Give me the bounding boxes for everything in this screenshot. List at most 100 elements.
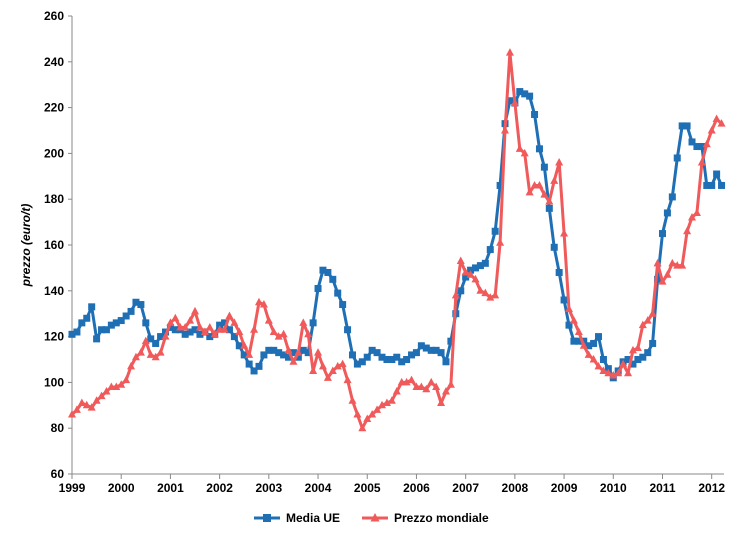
data-point bbox=[510, 98, 519, 107]
data-point bbox=[629, 360, 637, 368]
data-point bbox=[225, 326, 233, 334]
data-point bbox=[151, 352, 160, 361]
data-point bbox=[240, 341, 249, 349]
x-tick-label: 2006 bbox=[403, 481, 430, 495]
data-point bbox=[304, 349, 312, 357]
data-point bbox=[535, 180, 544, 189]
data-point bbox=[638, 320, 647, 329]
data-point bbox=[476, 262, 484, 270]
data-point bbox=[146, 350, 155, 358]
data-point bbox=[200, 327, 209, 336]
legend-label: Prezzo mondiale bbox=[394, 511, 489, 525]
x-tick-label: 2004 bbox=[305, 481, 332, 495]
data-point bbox=[707, 126, 716, 134]
data-point bbox=[432, 382, 441, 390]
data-point bbox=[569, 316, 578, 324]
data-point bbox=[93, 335, 101, 343]
data-point bbox=[329, 275, 337, 283]
data-point bbox=[654, 275, 662, 283]
data-point bbox=[294, 353, 302, 361]
data-point bbox=[624, 356, 632, 363]
data-point bbox=[285, 353, 293, 361]
data-point bbox=[633, 343, 642, 352]
data-point bbox=[284, 345, 293, 354]
data-point bbox=[545, 204, 553, 212]
data-point bbox=[456, 256, 465, 265]
y-tick-label: 160 bbox=[44, 238, 64, 252]
data-point bbox=[72, 405, 81, 413]
data-point bbox=[304, 329, 313, 338]
data-point bbox=[451, 290, 460, 299]
data-point bbox=[191, 306, 200, 315]
data-point bbox=[545, 196, 554, 205]
data-point bbox=[206, 333, 214, 341]
legend-marker bbox=[263, 514, 271, 522]
data-point bbox=[437, 398, 446, 407]
data-point bbox=[437, 349, 445, 357]
data-point bbox=[314, 285, 322, 293]
data-point bbox=[692, 208, 701, 216]
data-point bbox=[230, 318, 239, 326]
data-point bbox=[693, 143, 701, 151]
data-point bbox=[83, 314, 91, 322]
y-tick-label: 220 bbox=[44, 101, 64, 115]
data-point bbox=[604, 368, 613, 377]
data-point bbox=[157, 333, 165, 341]
data-point bbox=[102, 326, 110, 334]
data-point bbox=[299, 346, 307, 354]
data-point bbox=[240, 351, 248, 359]
data-point bbox=[688, 138, 696, 146]
data-point bbox=[422, 344, 430, 352]
data-point bbox=[525, 187, 534, 196]
data-point bbox=[196, 330, 204, 338]
x-tick-label: 2011 bbox=[649, 481, 675, 495]
data-point bbox=[353, 409, 362, 418]
data-point bbox=[683, 122, 691, 130]
data-point bbox=[279, 329, 288, 338]
data-point bbox=[309, 366, 318, 374]
data-point bbox=[122, 312, 130, 320]
x-tick-label: 2005 bbox=[354, 481, 381, 495]
data-point bbox=[78, 319, 86, 327]
data-point bbox=[235, 342, 243, 350]
data-point bbox=[344, 326, 352, 334]
data-point bbox=[417, 342, 425, 350]
data-point bbox=[535, 145, 543, 153]
data-point bbox=[334, 289, 342, 297]
data-point bbox=[117, 380, 126, 388]
data-point bbox=[88, 303, 96, 311]
data-point bbox=[181, 322, 190, 331]
data-point bbox=[152, 339, 160, 347]
data-point bbox=[688, 213, 697, 221]
data-point bbox=[678, 261, 687, 269]
legend-marker bbox=[370, 513, 380, 522]
y-axis-ticks: 60 80 100 120 140 160 180 200 220 240 260 bbox=[44, 9, 72, 481]
data-point bbox=[520, 148, 529, 157]
data-point bbox=[220, 325, 229, 333]
data-point bbox=[398, 358, 406, 366]
y-tick-label: 80 bbox=[51, 421, 65, 435]
series-prezzo-mondiale bbox=[68, 48, 726, 432]
x-tick-label: 2008 bbox=[502, 481, 529, 495]
data-point bbox=[171, 326, 179, 334]
data-point bbox=[314, 348, 323, 356]
data-point bbox=[540, 190, 549, 198]
data-point bbox=[417, 382, 426, 390]
data-point bbox=[333, 361, 342, 370]
legend-label: Media UE bbox=[286, 511, 340, 525]
data-point bbox=[564, 304, 573, 313]
data-point bbox=[555, 268, 563, 276]
data-point bbox=[270, 346, 278, 354]
data-point bbox=[87, 403, 96, 411]
data-point bbox=[604, 365, 612, 373]
data-point bbox=[280, 351, 288, 359]
data-point bbox=[407, 375, 416, 384]
data-point bbox=[161, 332, 170, 340]
data-point bbox=[393, 353, 401, 361]
y-tick-label: 200 bbox=[44, 146, 64, 160]
data-point bbox=[668, 193, 676, 201]
data-point bbox=[678, 122, 686, 130]
data-point bbox=[663, 209, 671, 217]
data-point bbox=[388, 356, 396, 363]
data-point bbox=[461, 267, 470, 276]
